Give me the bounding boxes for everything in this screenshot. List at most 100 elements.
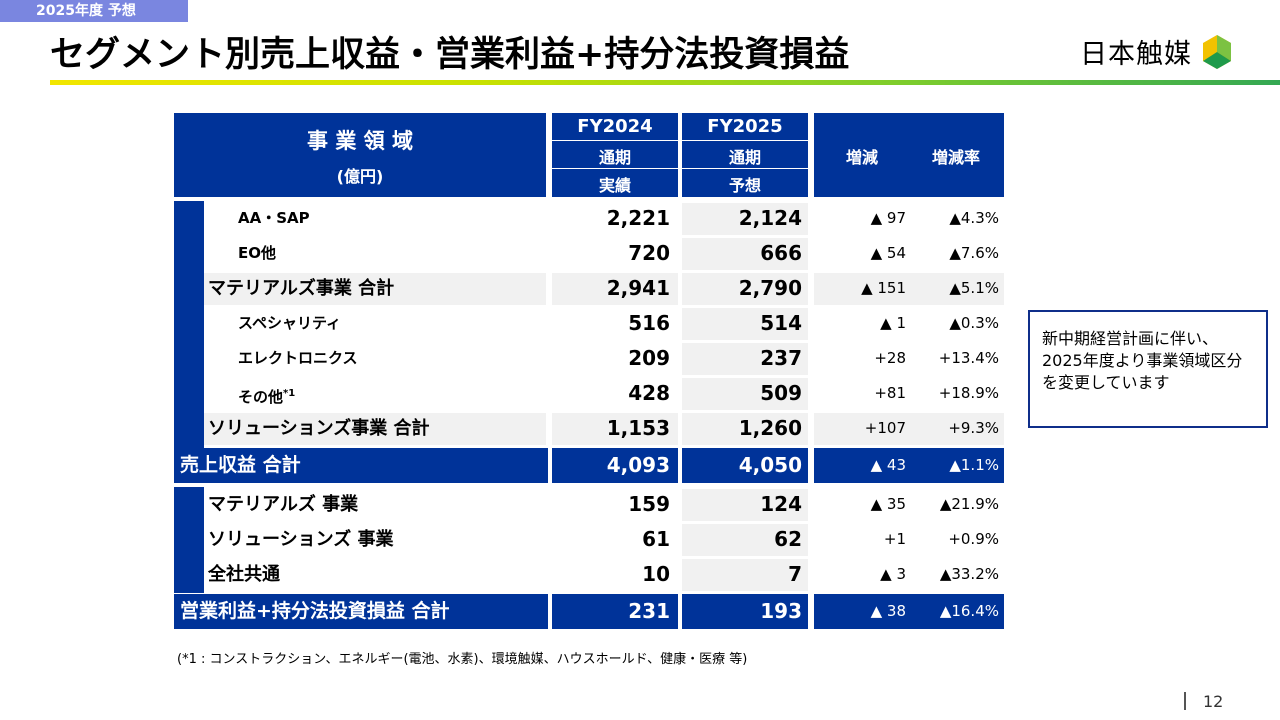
- fy2024-label: FY2024: [577, 116, 653, 137]
- fy2025-value: 514: [760, 311, 802, 335]
- section-tag: 2025年度 予想: [0, 0, 188, 22]
- slide-title: セグメント別売上収益・営業利益+持分法投資損益: [50, 35, 850, 75]
- segment-table: 事 業 領 域 (億円) FY2024 通期 実績 FY2025 通期 予想 増…: [174, 113, 1004, 633]
- fy2025-cell-bg: [682, 273, 808, 305]
- fy2025-value: 2,124: [738, 206, 802, 230]
- change-rate-value: +0.9%: [948, 530, 999, 548]
- fy2025-cell-bg: [682, 308, 808, 340]
- fy2025-cell-bg: [682, 413, 808, 445]
- profit-sidebar: [174, 487, 204, 593]
- table-row: スペシャリティ 516 514 ▲ 1 ▲0.3%: [174, 306, 1004, 341]
- change-value: ▲ 38: [870, 602, 906, 620]
- change-value: ▲ 54: [870, 244, 906, 262]
- note-box: 新中期経営計画に伴い、2025年度より事業領域区分を変更しています: [1028, 310, 1268, 428]
- row-label: 売上収益 合計: [180, 454, 301, 476]
- fy2024-period: 通期: [598, 148, 631, 167]
- fy2024-value: 428: [628, 381, 670, 405]
- row-label: 営業利益+持分法投資損益 合計: [180, 600, 450, 622]
- table-row: AA・SAP 2,221 2,124 ▲ 97 ▲4.3%: [174, 201, 1004, 236]
- fy2025-value: 7: [788, 562, 802, 586]
- divider: [682, 140, 808, 141]
- total-row: 売上収益 合計 4,093 4,050 ▲ 43 ▲1.1%: [174, 448, 1004, 483]
- change-rate-value: +18.9%: [938, 384, 999, 402]
- subtotal-row: マテリアルズ事業 合計 2,941 2,790 ▲ 151 ▲5.1%: [174, 271, 1004, 306]
- change-heading: 増減: [845, 148, 878, 167]
- change-cell-bg: [814, 273, 1004, 305]
- row-label: ソリューションズ事業 合計: [208, 418, 430, 439]
- change-rate-value: ▲5.1%: [949, 279, 999, 297]
- row-label: エレクトロニクス: [238, 349, 358, 367]
- change-value: ▲ 151: [861, 279, 906, 297]
- subtotal-label-bg: [204, 413, 546, 445]
- fy2025-cell-bg: [682, 489, 808, 521]
- fy2024-value: 1,153: [606, 416, 670, 440]
- change-cell-bg: [814, 413, 1004, 445]
- company-name: 日本触媒: [1080, 39, 1192, 70]
- row-label: 全社共通: [208, 564, 280, 585]
- fy2024-value: 2,941: [606, 276, 670, 300]
- header-change: 増減 増減率: [814, 113, 1004, 197]
- fy2025-cell-bg: [682, 559, 808, 591]
- segment-heading: 事 業 領 域: [307, 129, 413, 153]
- change-value: ▲ 3: [880, 565, 906, 583]
- title-underline: [50, 80, 1280, 85]
- change-value: ▲ 97: [870, 209, 906, 227]
- table-row: マテリアルズ 事業 159 124 ▲ 35 ▲21.9%: [174, 487, 1004, 522]
- fy2024-value: 159: [628, 492, 670, 516]
- fy2025-cell-bg: [682, 203, 808, 235]
- company-logo: 日本触媒: [1080, 32, 1232, 71]
- table-row: ソリューションズ 事業 61 62 +1 +0.9%: [174, 522, 1004, 557]
- table-row: EO他 720 666 ▲ 54 ▲7.6%: [174, 236, 1004, 271]
- change-value: ▲ 1: [880, 314, 906, 332]
- fy2025-label: FY2025: [707, 116, 783, 137]
- change-value: +28: [874, 349, 906, 367]
- change-value: ▲ 43: [870, 456, 906, 474]
- fy2024-value: 2,221: [606, 206, 670, 230]
- row-label: その他*1: [238, 388, 296, 406]
- fy2025-value: 2,790: [738, 276, 802, 300]
- row-label: ソリューションズ 事業: [208, 529, 394, 550]
- footnote: (*1 : コンストラクション、エネルギー(電池、水素)、環境触媒、ハウスホール…: [177, 652, 748, 667]
- fy2025-value: 4,050: [738, 453, 802, 477]
- fy2025-value: 1,260: [738, 416, 802, 440]
- change-rate-value: ▲16.4%: [939, 602, 999, 620]
- change-rate-value: +9.3%: [948, 419, 999, 437]
- row-label: AA・SAP: [238, 209, 310, 227]
- sales-sidebar: [174, 201, 204, 448]
- change-rate-value: ▲0.3%: [949, 314, 999, 332]
- fy2024-cell-bg: [552, 413, 678, 445]
- subtotal-label-bg: [204, 273, 546, 305]
- page-divider: [1184, 692, 1186, 710]
- row-label: スペシャリティ: [238, 314, 342, 332]
- fy2025-type: 予想: [728, 176, 761, 195]
- fy2024-value: 720: [628, 241, 670, 265]
- header-fy2025: FY2025 通期 予想: [682, 113, 808, 197]
- header-fy2024: FY2024 通期 実績: [552, 113, 678, 197]
- change-value: +107: [864, 419, 906, 437]
- fy2024-value: 4,093: [606, 453, 670, 477]
- fy2025-value: 666: [760, 241, 802, 265]
- fy2025-value: 509: [760, 381, 802, 405]
- footnote-marker: *1: [283, 388, 296, 399]
- divider: [552, 140, 678, 141]
- change-rate-value: ▲7.6%: [949, 244, 999, 262]
- change-rate-value: ▲4.3%: [949, 209, 999, 227]
- fy2024-type: 実績: [598, 176, 631, 195]
- table-row: エレクトロニクス 209 237 +28 +13.4%: [174, 341, 1004, 376]
- change-rate-value: +13.4%: [938, 349, 999, 367]
- divider: [552, 168, 678, 169]
- change-value: +1: [883, 530, 906, 548]
- fy2025-cell-bg: [682, 238, 808, 270]
- row-label: EO他: [238, 244, 276, 262]
- column-separator: [548, 448, 552, 483]
- column-separator: [678, 448, 682, 483]
- fy2024-value: 10: [642, 562, 670, 586]
- change-value: +81: [874, 384, 906, 402]
- header-segment: 事 業 領 域 (億円): [174, 113, 546, 197]
- row-label: マテリアルズ 事業: [208, 494, 359, 515]
- change-rate-value: ▲33.2%: [939, 565, 999, 583]
- table-row: 全社共通 10 7 ▲ 3 ▲33.2%: [174, 557, 1004, 592]
- fy2025-cell-bg: [682, 378, 808, 410]
- fy2024-value: 516: [628, 311, 670, 335]
- change-value: ▲ 35: [870, 495, 906, 513]
